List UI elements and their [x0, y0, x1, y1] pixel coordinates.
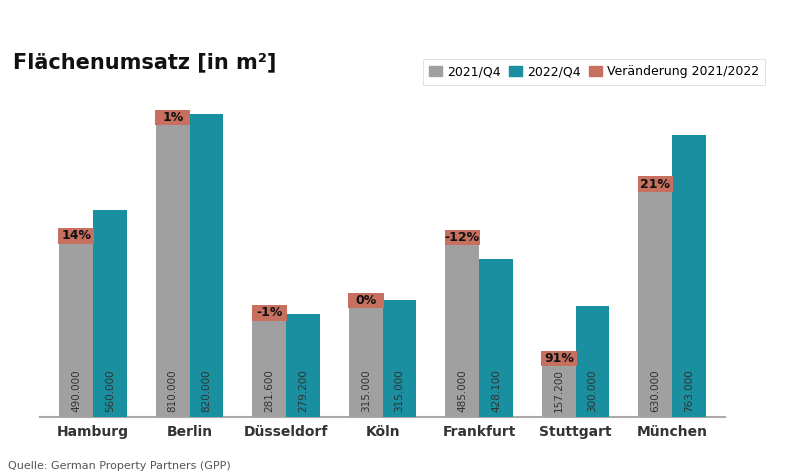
Bar [190, 114, 224, 417]
Bar [286, 314, 320, 417]
Text: 810.000: 810.000 [168, 370, 178, 412]
FancyBboxPatch shape [638, 176, 673, 192]
FancyBboxPatch shape [348, 293, 383, 308]
Bar [672, 135, 706, 417]
Text: -12%: -12% [445, 231, 480, 244]
FancyBboxPatch shape [541, 351, 576, 367]
Text: 0%: 0% [355, 294, 376, 307]
Text: 560.000: 560.000 [105, 370, 115, 412]
Bar [445, 237, 479, 417]
Legend: 2021/Q4, 2022/Q4, Veränderung 2021/2022: 2021/Q4, 2022/Q4, Veränderung 2021/2022 [423, 59, 765, 85]
Text: 820.000: 820.000 [202, 370, 211, 412]
Text: 763.000: 763.000 [684, 369, 694, 412]
Text: Quelle: German Property Partners (GPP): Quelle: German Property Partners (GPP) [8, 461, 231, 471]
FancyBboxPatch shape [155, 110, 190, 125]
Bar [349, 300, 383, 417]
Text: 300.000: 300.000 [587, 370, 598, 412]
Bar [93, 210, 127, 417]
Bar [479, 259, 513, 417]
Bar [156, 118, 190, 417]
Text: 91%: 91% [544, 352, 574, 365]
Text: 485.000: 485.000 [458, 369, 467, 412]
FancyBboxPatch shape [445, 230, 480, 245]
Text: 157.200: 157.200 [554, 369, 564, 412]
Bar [542, 359, 575, 417]
Text: 315.000: 315.000 [361, 369, 370, 412]
Text: 428.100: 428.100 [491, 369, 501, 412]
Text: -1%: -1% [256, 307, 282, 319]
Text: 1%: 1% [162, 111, 183, 124]
Bar [638, 184, 672, 417]
Bar [383, 300, 416, 417]
Text: 315.000: 315.000 [395, 369, 404, 412]
Bar [253, 313, 286, 417]
FancyBboxPatch shape [252, 305, 287, 321]
FancyBboxPatch shape [58, 228, 94, 244]
Text: 21%: 21% [640, 178, 671, 191]
Text: 490.000: 490.000 [71, 370, 82, 412]
Text: Flächenumsatz [in m²]: Flächenumsatz [in m²] [13, 53, 276, 73]
Text: 630.000: 630.000 [650, 370, 660, 412]
Text: 14%: 14% [61, 229, 91, 242]
Text: 281.600: 281.600 [264, 369, 274, 412]
Bar [60, 236, 93, 417]
Bar [575, 306, 609, 417]
Text: 279.200: 279.200 [298, 369, 308, 412]
